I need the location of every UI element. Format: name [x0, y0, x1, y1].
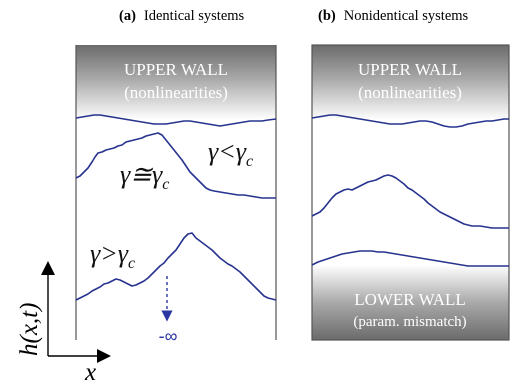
gamma-approx-label: γ≅γc: [120, 160, 169, 193]
y-axis-label: h(x,t): [16, 303, 43, 356]
panel-b: UPPER WALL (nonlinearities) LOWER WALL (…: [311, 44, 510, 341]
axes: h(x,t) x: [16, 261, 111, 384]
panel-b-interface-3: [311, 250, 509, 267]
panel-a-interface-1: [75, 114, 277, 127]
panel-a-upper-wall-subtitle: (nonlinearities): [124, 83, 228, 102]
panel-b-lower-wall: [312, 265, 509, 340]
panel-b-interface-1: [311, 114, 509, 128]
panel-a-upper-wall: [76, 45, 276, 120]
panel-b-interface-2: [311, 174, 509, 229]
panel-a-title: (a) Identical systems: [119, 7, 245, 24]
panel-b-upper-wall-title: UPPER WALL: [358, 60, 462, 79]
panel-a-interface-2: [75, 132, 276, 199]
neg-infinity-label: -∞: [159, 326, 178, 346]
panel-a: UPPER WALL (nonlinearities) γ<γc γ≅γc γ>…: [75, 45, 277, 346]
panel-b-lower-wall-subtitle: (param. mismatch): [353, 314, 466, 330]
x-axis-label: x: [84, 359, 96, 384]
panel-b-frame: [311, 44, 510, 341]
gamma-greater-label: γ>γc: [90, 239, 135, 272]
panel-b-upper-wall-subtitle: (nonlinearities): [358, 83, 462, 102]
panel-b-upper-wall: [312, 45, 509, 120]
panel-b-lower-wall-title: LOWER WALL: [354, 290, 466, 309]
gamma-less-label: γ<γc: [208, 137, 253, 170]
panel-a-interface-3: [75, 232, 277, 301]
panel-a-upper-wall-title: UPPER WALL: [124, 60, 228, 79]
panel-b-title: (b) Nonidentical systems: [318, 7, 469, 24]
